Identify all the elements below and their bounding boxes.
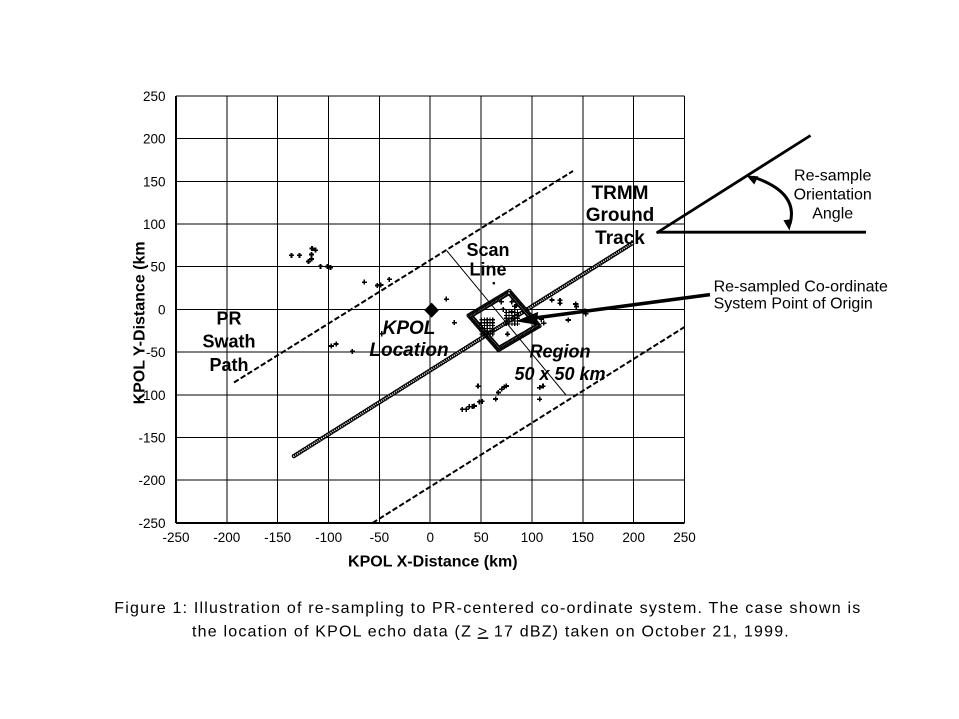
svg-text:Swath: Swath <box>202 331 255 351</box>
svg-text:0: 0 <box>426 530 434 545</box>
svg-text:TRMM: TRMM <box>592 183 649 204</box>
svg-text:50: 50 <box>150 260 165 275</box>
svg-text:200: 200 <box>143 132 166 147</box>
svg-text:100: 100 <box>143 217 166 232</box>
svg-text:250: 250 <box>673 530 696 545</box>
svg-text:Re-sampled Co-ordinate: Re-sampled Co-ordinate <box>714 278 888 295</box>
svg-text:50: 50 <box>474 530 489 545</box>
svg-text:250: 250 <box>143 89 166 104</box>
svg-text:Re-sample: Re-sample <box>794 167 871 184</box>
svg-text:Scan: Scan <box>466 240 509 260</box>
svg-text:-50: -50 <box>370 530 390 545</box>
svg-text:KPOL: KPOL <box>383 318 436 339</box>
svg-text:200: 200 <box>622 530 645 545</box>
svg-text:Figure 1: Illustration of re-s: Figure 1: Illustration of re-sampling to… <box>114 600 861 617</box>
svg-text:-50: -50 <box>146 345 166 360</box>
svg-text:PR: PR <box>216 308 241 328</box>
svg-text:-100: -100 <box>315 530 342 545</box>
svg-text:Location: Location <box>369 340 448 361</box>
svg-text:KPOL Y-Distance (km: KPOL Y-Distance (km <box>132 241 149 404</box>
svg-text:Line: Line <box>469 260 506 280</box>
svg-text:Angle: Angle <box>812 206 853 223</box>
svg-text:-250: -250 <box>162 530 189 545</box>
svg-text:0: 0 <box>158 302 166 317</box>
svg-text:-150: -150 <box>264 530 291 545</box>
svg-text:System Point of Origin: System Point of Origin <box>714 295 873 312</box>
svg-text:50 x 50 km: 50 x 50 km <box>514 364 605 384</box>
svg-text:150: 150 <box>143 174 166 189</box>
svg-text:-200: -200 <box>138 473 165 488</box>
svg-text:-100: -100 <box>138 388 165 403</box>
svg-text:Ground: Ground <box>586 205 655 226</box>
svg-text:Path: Path <box>209 355 248 375</box>
svg-text:-200: -200 <box>213 530 240 545</box>
svg-text:Region: Region <box>530 342 591 362</box>
svg-text:Orientation: Orientation <box>794 186 872 203</box>
svg-text:KPOL X-Distance (km): KPOL X-Distance (km) <box>348 553 518 570</box>
svg-text:100: 100 <box>521 530 544 545</box>
svg-text:the location of KPOL echo data: the location of KPOL echo data (Z > 17 d… <box>192 623 790 640</box>
svg-text:150: 150 <box>572 530 595 545</box>
svg-text:-150: -150 <box>138 430 165 445</box>
svg-text:-250: -250 <box>138 516 165 531</box>
svg-text:Track: Track <box>595 228 645 249</box>
